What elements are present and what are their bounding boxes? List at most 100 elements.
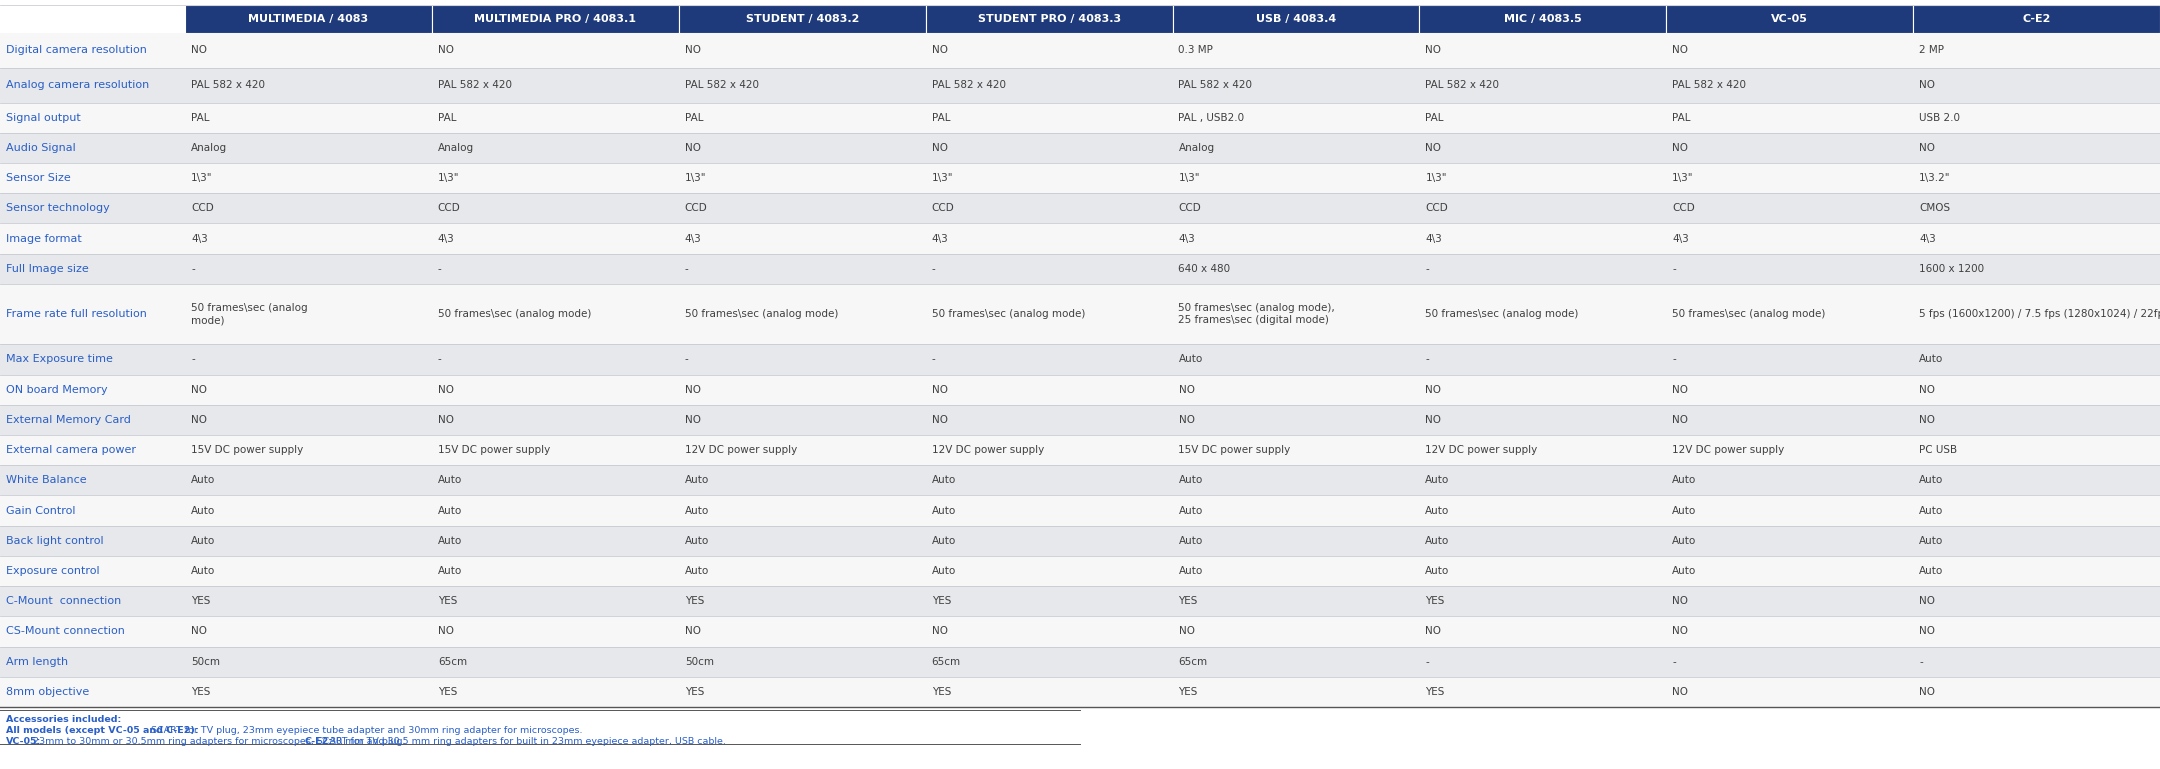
Bar: [432, 5, 678, 33]
Bar: [1173, 495, 1419, 526]
Bar: [1665, 404, 1914, 435]
Text: Auto: Auto: [1672, 566, 1696, 576]
Bar: [927, 163, 1173, 193]
Text: SCART for TV plug, 23mm eyepiece tube adapter and 30mm ring adapter for microsco: SCART for TV plug, 23mm eyepiece tube ad…: [147, 726, 583, 735]
Bar: [927, 586, 1173, 616]
Bar: [0, 465, 186, 495]
Bar: [186, 33, 432, 68]
Text: PAL: PAL: [438, 112, 456, 122]
Bar: [0, 647, 186, 677]
Text: CCD: CCD: [1426, 203, 1447, 213]
Text: Full Image size: Full Image size: [6, 264, 89, 274]
Bar: [432, 254, 678, 284]
Bar: [432, 495, 678, 526]
Bar: [186, 133, 432, 163]
Bar: [1665, 556, 1914, 586]
Text: YES: YES: [1179, 596, 1199, 606]
Text: External Memory Card: External Memory Card: [6, 414, 132, 424]
Bar: [432, 68, 678, 102]
Text: Analog: Analog: [1179, 143, 1214, 153]
Text: NO: NO: [1918, 143, 1935, 153]
Text: STUDENT PRO / 4083.3: STUDENT PRO / 4083.3: [978, 14, 1121, 24]
Text: Auto: Auto: [1918, 536, 1944, 546]
Bar: [0, 224, 186, 254]
Bar: [678, 133, 927, 163]
Bar: [1665, 647, 1914, 677]
Text: 1\3": 1\3": [438, 173, 460, 183]
Text: PAL 582 x 420: PAL 582 x 420: [1672, 80, 1745, 90]
Bar: [1914, 133, 2160, 163]
Bar: [1173, 284, 1419, 345]
Bar: [1665, 526, 1914, 556]
Text: Auto: Auto: [190, 505, 216, 515]
Bar: [1173, 586, 1419, 616]
Bar: [1914, 435, 2160, 465]
Text: 4\3: 4\3: [190, 234, 207, 244]
Bar: [1914, 526, 2160, 556]
Bar: [432, 375, 678, 404]
Bar: [186, 495, 432, 526]
Text: Arm length: Arm length: [6, 657, 69, 667]
Bar: [927, 5, 1173, 33]
Bar: [0, 345, 186, 375]
Text: NO: NO: [1672, 596, 1689, 606]
Bar: [1419, 404, 1665, 435]
Bar: [1173, 345, 1419, 375]
Text: NO: NO: [685, 45, 700, 55]
Bar: [1419, 193, 1665, 224]
Bar: [1914, 556, 2160, 586]
Text: -: -: [438, 264, 441, 274]
Text: YES: YES: [685, 596, 704, 606]
Text: Auto: Auto: [931, 566, 957, 576]
Text: 4\3: 4\3: [685, 234, 702, 244]
Text: CCD: CCD: [190, 203, 214, 213]
Text: Signal output: Signal output: [6, 112, 80, 122]
Bar: [1419, 616, 1665, 647]
Text: CCD: CCD: [1672, 203, 1696, 213]
Text: NO: NO: [931, 384, 948, 394]
Text: Auto: Auto: [1672, 536, 1696, 546]
Text: 1\3": 1\3": [1426, 173, 1447, 183]
Bar: [1914, 616, 2160, 647]
Bar: [678, 586, 927, 616]
Text: PAL 582 x 420: PAL 582 x 420: [931, 80, 1007, 90]
Bar: [1419, 33, 1665, 68]
Text: Auto: Auto: [1179, 505, 1203, 515]
Text: -: -: [1426, 657, 1430, 667]
Text: Auto: Auto: [1179, 475, 1203, 485]
Bar: [927, 404, 1173, 435]
Bar: [1173, 133, 1419, 163]
Bar: [678, 33, 927, 68]
Text: -: -: [1918, 657, 1922, 667]
Bar: [0, 284, 186, 345]
Text: -: -: [685, 355, 689, 365]
Bar: [432, 404, 678, 435]
Bar: [186, 345, 432, 375]
Text: Auto: Auto: [1918, 566, 1944, 576]
Bar: [0, 254, 186, 284]
Bar: [1419, 5, 1665, 33]
Bar: [0, 163, 186, 193]
Text: Auto: Auto: [931, 475, 957, 485]
Text: Audio Signal: Audio Signal: [6, 143, 76, 153]
Bar: [1914, 495, 2160, 526]
Text: NO: NO: [190, 627, 207, 637]
Bar: [1665, 193, 1914, 224]
Text: MULTIMEDIA / 4083: MULTIMEDIA / 4083: [248, 14, 369, 24]
Text: Auto: Auto: [931, 505, 957, 515]
Text: 4\3: 4\3: [1426, 234, 1443, 244]
Text: Image format: Image format: [6, 234, 82, 244]
Text: Auto: Auto: [438, 536, 462, 546]
Bar: [432, 586, 678, 616]
Bar: [186, 193, 432, 224]
Text: NO: NO: [1426, 143, 1441, 153]
Bar: [1173, 435, 1419, 465]
Text: YES: YES: [685, 687, 704, 697]
Text: CS-Mount connection: CS-Mount connection: [6, 627, 125, 637]
Text: NO: NO: [438, 384, 454, 394]
Text: YES: YES: [931, 687, 950, 697]
Text: 4\3: 4\3: [1672, 234, 1689, 244]
Text: 15V DC power supply: 15V DC power supply: [190, 445, 302, 455]
Text: ON board Memory: ON board Memory: [6, 384, 108, 394]
Text: C-Mount  connection: C-Mount connection: [6, 596, 121, 606]
